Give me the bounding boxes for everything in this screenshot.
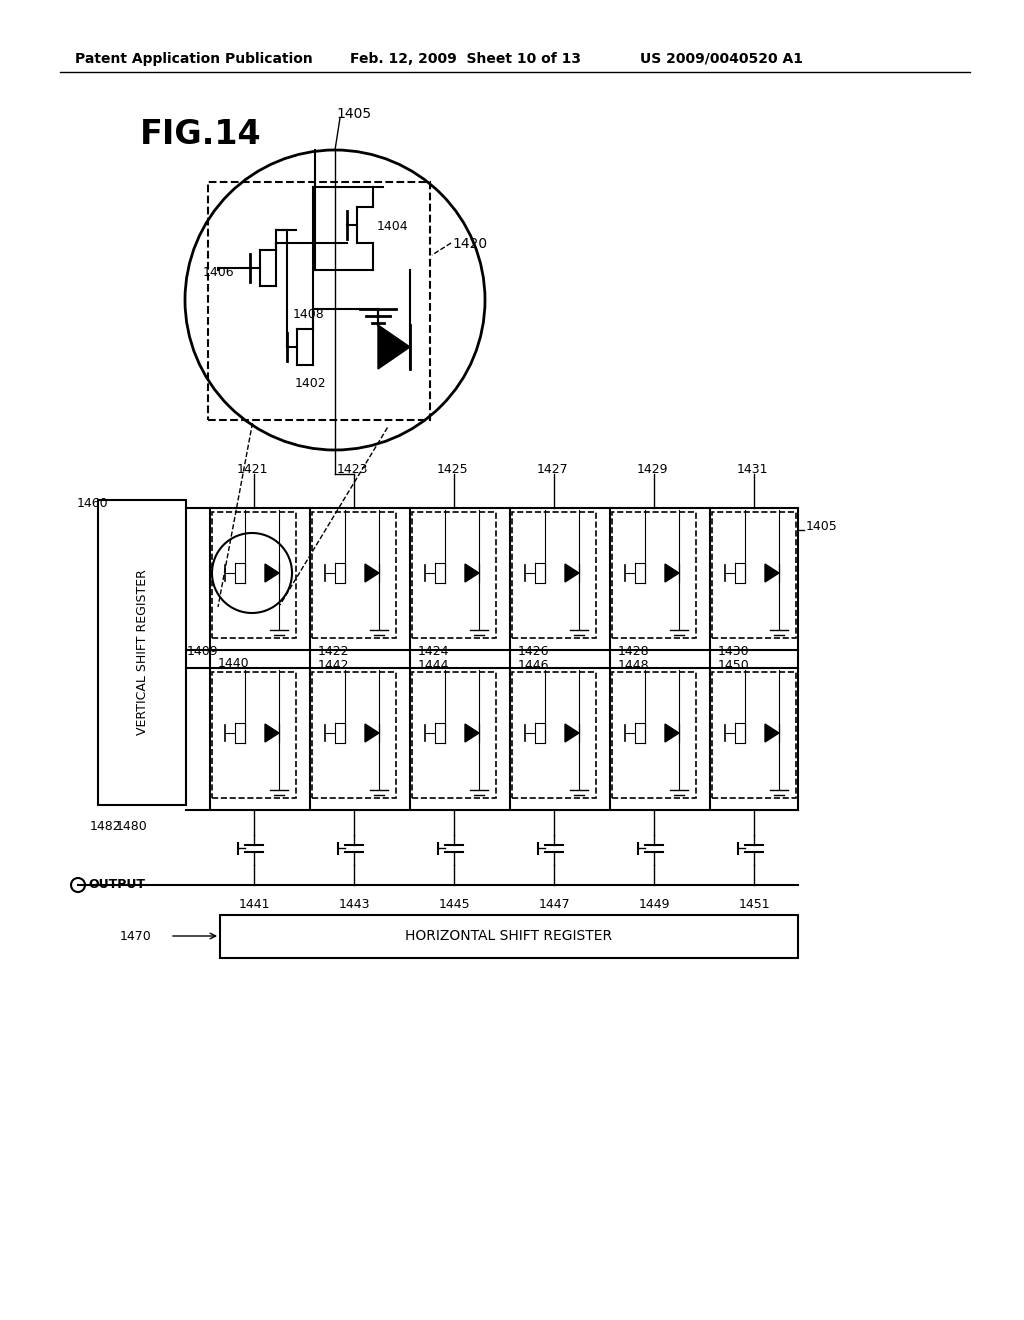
Text: 1424: 1424 [418,645,450,657]
Bar [312,512,396,638]
Bar [212,512,296,638]
Text: 1470: 1470 [120,929,152,942]
Bar [220,915,798,958]
Polygon shape [665,723,679,742]
Text: VERTICAL SHIFT REGISTER: VERTICAL SHIFT REGISTER [135,569,148,735]
Text: 1405: 1405 [336,107,371,121]
Text: 1445: 1445 [438,898,470,911]
Polygon shape [565,723,579,742]
Bar [612,672,696,799]
Polygon shape [465,723,479,742]
Text: OUTPUT: OUTPUT [88,879,145,891]
Bar [512,672,596,799]
Text: 1451: 1451 [738,898,770,911]
Text: 1402: 1402 [295,378,327,389]
Bar [312,672,396,799]
Polygon shape [765,564,779,582]
Text: 1441: 1441 [239,898,269,911]
Bar [412,672,496,799]
Polygon shape [365,564,379,582]
Bar [212,672,296,799]
Polygon shape [665,564,679,582]
Polygon shape [765,723,779,742]
Text: 1440: 1440 [218,657,250,671]
Bar [712,672,796,799]
Text: 1450: 1450 [718,659,750,672]
Polygon shape [465,564,479,582]
Text: 1444: 1444 [418,659,450,672]
Text: 1448: 1448 [618,659,649,672]
Text: FIG.14: FIG.14 [140,117,261,150]
Text: 1480: 1480 [116,820,147,833]
Bar [208,182,430,420]
Text: 1408: 1408 [293,308,325,321]
Text: 1431: 1431 [736,463,768,477]
Text: 1427: 1427 [537,463,568,477]
Polygon shape [365,723,379,742]
Text: 1442: 1442 [318,659,349,672]
Polygon shape [265,723,279,742]
Text: 1443: 1443 [338,898,370,911]
Polygon shape [565,564,579,582]
Text: 1409: 1409 [187,645,219,657]
Bar [712,512,796,638]
Text: HORIZONTAL SHIFT REGISTER: HORIZONTAL SHIFT REGISTER [406,929,612,944]
Text: 1425: 1425 [436,463,468,477]
Text: 1420: 1420 [452,238,487,251]
Text: US 2009/0040520 A1: US 2009/0040520 A1 [640,51,803,66]
Bar [612,512,696,638]
Bar [512,512,596,638]
Text: 1404: 1404 [377,220,409,234]
Polygon shape [378,325,410,370]
Text: 1482: 1482 [90,820,122,833]
Text: 1446: 1446 [518,659,550,672]
Bar [98,500,186,805]
Text: 1406: 1406 [203,267,234,280]
Text: 1426: 1426 [518,645,550,657]
Text: Feb. 12, 2009  Sheet 10 of 13: Feb. 12, 2009 Sheet 10 of 13 [350,51,581,66]
Text: 1428: 1428 [618,645,649,657]
Polygon shape [265,564,279,582]
Text: 1429: 1429 [636,463,668,477]
Text: 1449: 1449 [638,898,670,911]
Text: 1460: 1460 [77,498,109,510]
Text: 1430: 1430 [718,645,750,657]
Text: 1405: 1405 [806,520,838,533]
Text: 1421: 1421 [237,463,267,477]
Bar [412,512,496,638]
Text: 1447: 1447 [539,898,569,911]
Text: Patent Application Publication: Patent Application Publication [75,51,312,66]
Text: 1423: 1423 [336,463,368,477]
Text: 1422: 1422 [318,645,349,657]
